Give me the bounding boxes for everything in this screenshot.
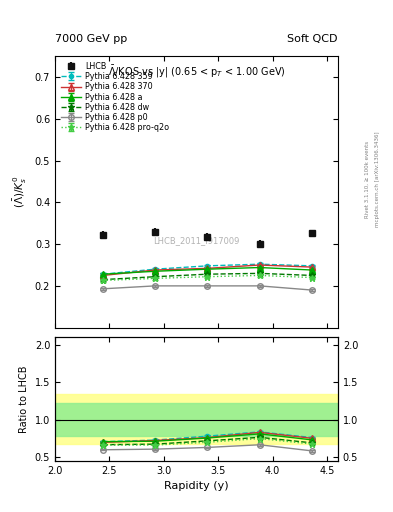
- Text: LHCB_2011_I917009: LHCB_2011_I917009: [153, 237, 240, 245]
- Legend: LHCB, Pythia 6.428 359, Pythia 6.428 370, Pythia 6.428 a, Pythia 6.428 dw, Pythi: LHCB, Pythia 6.428 359, Pythia 6.428 370…: [59, 60, 171, 134]
- Text: $\bar{\Lambda}$/KOS vs |y| (0.65 < p$_T$ < 1.00 GeV): $\bar{\Lambda}$/KOS vs |y| (0.65 < p$_T$…: [108, 65, 285, 80]
- Text: 7000 GeV pp: 7000 GeV pp: [55, 33, 127, 44]
- Text: Rivet 3.1.10, ≥ 100k events: Rivet 3.1.10, ≥ 100k events: [365, 141, 370, 218]
- Y-axis label: Ratio to LHCB: Ratio to LHCB: [19, 366, 29, 433]
- Y-axis label: $\bar{(\Lambda)}/K^0_s$: $\bar{(\Lambda)}/K^0_s$: [12, 176, 29, 208]
- X-axis label: Rapidity (y): Rapidity (y): [164, 481, 229, 491]
- Text: mcplots.cern.ch [arXiv:1306.3436]: mcplots.cern.ch [arXiv:1306.3436]: [375, 132, 380, 227]
- Bar: [55, 403, 338, 436]
- Text: Soft QCD: Soft QCD: [288, 33, 338, 44]
- Bar: [55, 394, 338, 443]
